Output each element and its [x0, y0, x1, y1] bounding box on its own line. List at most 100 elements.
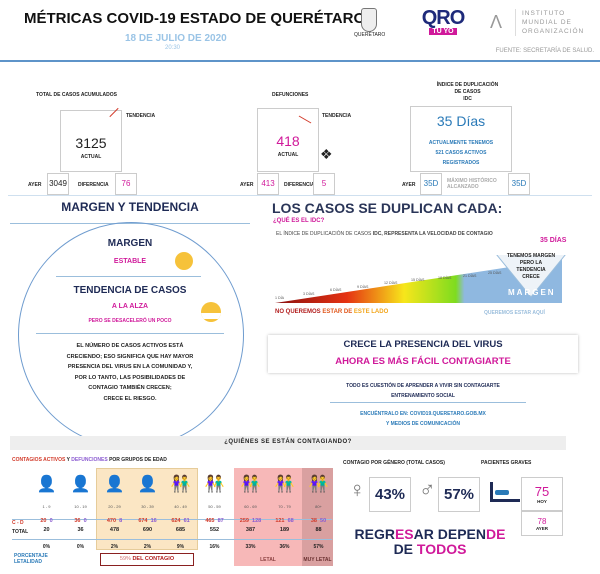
who-subtitle-b: DEFUNCIONES	[71, 457, 108, 463]
slogan-part: AR DEPEN	[413, 526, 487, 542]
section-divider	[8, 195, 592, 196]
active-cases: 38	[310, 518, 317, 524]
queretaro-logo-text: QUERÉTARO	[354, 32, 386, 38]
scale-label: 21 DÍAS	[463, 274, 477, 278]
who-subtitle-a: CONTAGIOS ACTIVOS	[12, 457, 66, 463]
scale-label: 18 DÍAS	[438, 276, 452, 280]
website-link-line: Y MEDIOS DE COMUNICACIÓN	[385, 421, 461, 427]
severe-yesterday-box: 78 AYER	[521, 511, 563, 536]
tendencia-note: PERO SE DESACELERÓ UN POCO	[88, 318, 172, 324]
slogan-part: TODOS	[416, 541, 467, 557]
pct-label-line: PORCENTAJE	[14, 553, 48, 559]
report-date: 18 DE JULIO DE 2020	[125, 33, 227, 44]
group-total: 36	[77, 527, 84, 533]
deaths-actual-label: ACTUAL	[277, 152, 299, 158]
alert-line2: AHORA ES MÁS FÁCIL CONTAGIARTE	[335, 356, 511, 367]
lethality-pct: 33%	[245, 544, 256, 550]
row-line-1	[12, 519, 332, 520]
idc-max-label-line: ALCANZADO	[447, 184, 479, 190]
queretaro-logo: QUERÉTARO	[354, 8, 386, 38]
active-cases: 36	[74, 518, 81, 524]
active-deaths: 470 8	[98, 518, 131, 527]
alert-note-line: TODO ES CUESTIÓN DE APRENDER A VIVIR SIN…	[346, 383, 500, 389]
active-deaths: 38 50	[302, 518, 335, 527]
cases-diff: 76	[115, 173, 137, 195]
young-adults-highlight	[96, 468, 198, 550]
deaths-trend-label: TENDENCIA	[322, 113, 352, 119]
pct-label-line: LETALIDAD	[14, 559, 42, 565]
cases-ayer: 3049	[47, 173, 69, 195]
website-link[interactable]: ENCUÉNTRALO EN: COVID19.QUERETARO.GOB.MX…	[268, 409, 578, 429]
website-link-line[interactable]: ENCUÉNTRALO EN: COVID19.QUERETARO.GOB.MX	[360, 411, 486, 417]
idc-label-line: DE CASOS	[454, 89, 481, 95]
person-icon: 👫	[274, 476, 295, 493]
idc-value: 35 Días	[436, 113, 486, 129]
who-subtitle-c: POR GRUPOS DE EDAD	[107, 457, 167, 463]
lethality-pct: 0%	[76, 544, 85, 550]
age-range: 40 - 49	[174, 504, 187, 509]
idc-label-line: ÍNDICE DE DUPLICACIÓN	[436, 82, 499, 88]
active-deaths: 465 87	[198, 518, 231, 527]
age-range: 60 - 69	[244, 504, 257, 509]
contagio-share-pct: 59%	[119, 556, 131, 562]
idc-note-line: REGISTRADOS	[442, 160, 480, 166]
who-banner	[10, 436, 566, 450]
who-subtitle: CONTAGIOS ACTIVOS Y DEFUNCIONES POR GRUP…	[12, 457, 167, 463]
deaths-actual: 418	[276, 133, 300, 149]
scale-label: 15 DÍAS	[411, 278, 425, 282]
group-total: 552	[209, 527, 220, 533]
idc-note: ACTUALMENTE TENEMOS 521 CASOS ACTIVOS REGI…	[410, 138, 512, 168]
margin-body-line: PRESENCIA DEL VIRUS EN LA COMUNIDAD Y,	[67, 364, 193, 370]
deaths: 8	[119, 518, 123, 524]
active-cases: 465	[205, 518, 215, 524]
tendencia-status: A LA ALZA	[111, 303, 149, 310]
severe-title: PACIENTES GRAVES	[481, 460, 532, 466]
age-range: 50 - 59	[208, 504, 221, 509]
deaths: 128	[252, 518, 262, 524]
group-total: 387	[245, 527, 256, 533]
row-line-2	[12, 539, 332, 540]
age-range: 80+	[315, 504, 322, 509]
person-icon: 👫	[170, 476, 191, 493]
triangle-line: TENEMOS MARGEN	[506, 253, 556, 259]
margin-title: MARGEN Y TENDENCIA	[61, 200, 199, 214]
cases-box	[60, 110, 122, 172]
masked-face-icon	[201, 302, 221, 322]
margin-inner-divider-2	[36, 333, 224, 334]
tuyo-logo-text: TÚ YO	[429, 28, 457, 35]
cases-trend-label: TENDENCIA	[126, 113, 156, 119]
hospital-bed-icon	[490, 482, 520, 502]
active-cases: 624	[171, 518, 181, 524]
deaths: 0	[49, 518, 53, 524]
lethality-pct: 0%	[42, 544, 51, 550]
lethality-pct: 9%	[176, 544, 185, 550]
very-lethal-highlight	[302, 468, 333, 566]
deaths-box	[257, 108, 319, 172]
person-icon: 👤	[36, 476, 57, 493]
lethality-pct: 2%	[110, 544, 119, 550]
alert-note-line: ENTRENAMIENTO SOCIAL	[391, 393, 455, 399]
age-range: 30 - 39	[141, 504, 154, 509]
person-icon: 👫	[308, 476, 329, 493]
scale-label: 12 DÍAS	[384, 281, 398, 285]
deaths-ayer-label: AYER	[240, 182, 254, 188]
deaths: 68	[287, 518, 294, 524]
cases-diff-label: DIFERENCIA	[78, 182, 109, 188]
scale-label: 25 DÍAS	[488, 271, 502, 275]
institute-logo-icon: Λ	[490, 12, 503, 32]
total-label: TOTAL	[12, 529, 29, 535]
margin-body: EL NÚMERO DE CASOS ACTIVOS ESTÁ CRECIENDO…	[0, 341, 260, 404]
institute-line: INSTITUTO	[522, 10, 566, 17]
idc-box	[410, 106, 512, 172]
scale-label: 3 DÍAS	[303, 292, 315, 296]
margen-heading: MARGEN	[107, 238, 153, 249]
scale-label: 1 DÍA	[275, 296, 284, 300]
slogan-part: DE	[393, 541, 417, 557]
triangle-text: TENEMOS MARGEN PERO LA TENDENCIA CRECE	[505, 253, 557, 281]
idc-note-line: 521 CASOS ACTIVOS	[435, 150, 487, 156]
bad-side-label: NO QUEREMOS ESTAR DE ESTE LADO	[275, 309, 388, 315]
institute-line: ORGANIZACIÓN	[522, 28, 585, 35]
age-group-2: 👤 20 - 29 470 8 478 2%	[98, 474, 131, 550]
group-total: 189	[279, 527, 290, 533]
severe-today-label: HOY	[537, 499, 547, 504]
